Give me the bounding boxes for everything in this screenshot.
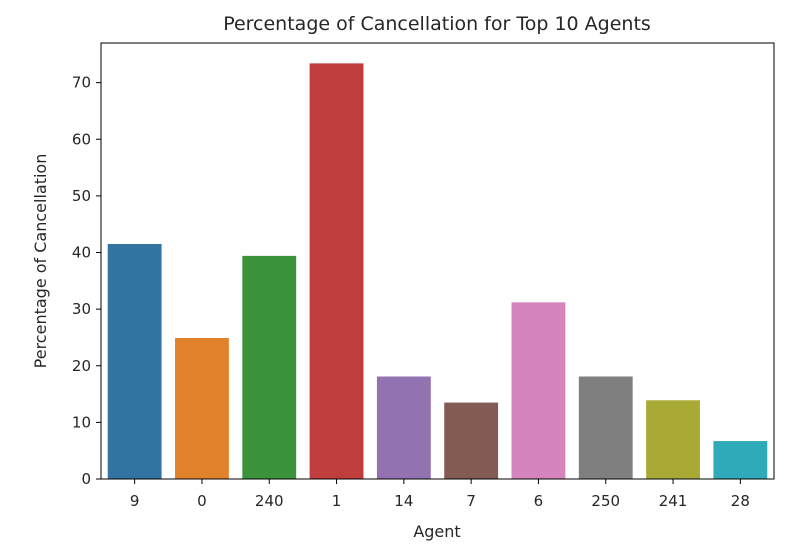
chart-title: Percentage of Cancellation for Top 10 Ag…: [223, 13, 651, 35]
x-tick-label-1: 1: [332, 492, 342, 510]
bar-9: [107, 244, 162, 479]
y-tick-label-30: 30: [72, 300, 91, 318]
bar-1: [309, 63, 364, 479]
bar-240: [242, 255, 297, 479]
x-tick-label-240: 240: [255, 492, 284, 510]
y-tick-label-20: 20: [72, 357, 91, 375]
y-tick-label-60: 60: [72, 130, 91, 148]
x-axis: 9 0 240 1 14 7 6 250 241 28: [130, 479, 750, 510]
bars-group: [107, 63, 768, 479]
y-axis: 0 10 20 30 40 50 60 70: [72, 74, 101, 488]
x-tick-label-241: 241: [659, 492, 688, 510]
bar-6: [511, 302, 566, 479]
x-tick-label-250: 250: [591, 492, 620, 510]
bar-250: [578, 376, 633, 479]
bar-14: [376, 376, 431, 479]
x-tick-label-14: 14: [394, 492, 413, 510]
x-tick-label-9: 9: [130, 492, 140, 510]
bar-28: [713, 441, 768, 479]
plot-frame: [100, 42, 775, 480]
y-tick-label-70: 70: [72, 74, 91, 92]
y-tick-label-0: 0: [81, 470, 91, 488]
y-tick-label-50: 50: [72, 187, 91, 205]
x-tick-label-6: 6: [534, 492, 544, 510]
bar-0: [175, 338, 229, 479]
x-tick-label-28: 28: [731, 492, 750, 510]
y-tick-label-10: 10: [72, 413, 91, 431]
x-axis-label: Agent: [413, 522, 460, 541]
y-tick-label-40: 40: [72, 244, 91, 262]
bar-7: [444, 402, 499, 479]
x-tick-label-0: 0: [197, 492, 207, 510]
y-axis-label: Percentage of Cancellation: [31, 154, 50, 369]
x-tick-label-7: 7: [466, 492, 476, 510]
bar-241: [646, 400, 700, 479]
